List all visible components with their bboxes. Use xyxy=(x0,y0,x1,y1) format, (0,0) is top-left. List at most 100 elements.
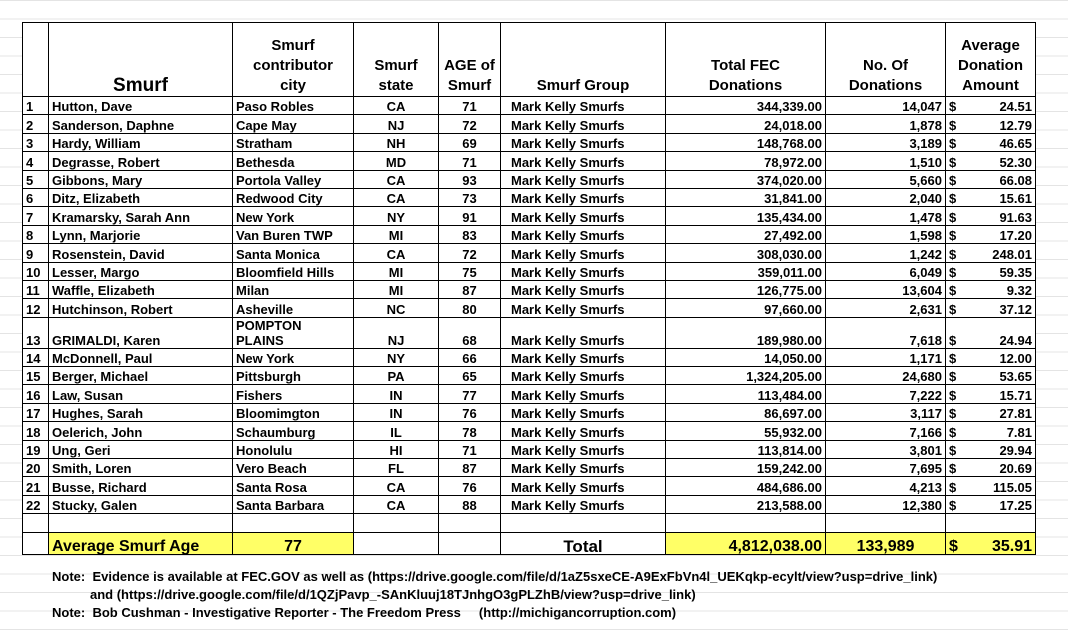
currency: $ xyxy=(949,387,957,403)
average-cell: $12.79 xyxy=(949,118,1032,132)
cell: MI xyxy=(353,261,439,281)
cell-line: POMPTON xyxy=(236,317,302,333)
currency: $ xyxy=(949,154,957,170)
cell: 2,631 xyxy=(825,298,946,318)
cell: Mark Kelly Smurfs xyxy=(500,439,666,460)
average: 12.00 xyxy=(999,351,1032,367)
cell: 113,484.00 xyxy=(665,384,826,404)
cell: 93 xyxy=(438,169,501,189)
cell: Honolulu xyxy=(232,439,354,460)
cell: CA xyxy=(353,243,439,263)
average: 9.32 xyxy=(1006,283,1032,299)
cell: Redwood City xyxy=(232,187,354,208)
cell: Mark Kelly Smurfs xyxy=(500,476,666,496)
average-cell: $24.51 xyxy=(949,99,1032,115)
cell-line: contributor xyxy=(253,57,333,74)
currency: $ xyxy=(949,443,957,459)
average: 115.05 xyxy=(992,479,1032,495)
cell: 7,695 xyxy=(825,458,946,478)
currency: $ xyxy=(949,498,957,514)
data-row: 3 Hardy, William Stratham NH 69 Mark Kelly Sm… xyxy=(22,132,1036,153)
data-row: 15 Berger, Michael Pittsburgh PA 65 Mark Kell… xyxy=(22,366,1036,386)
cell: $15.71 xyxy=(945,384,1036,404)
average: 35.91 xyxy=(991,537,1032,555)
cell-line: Total FEC xyxy=(711,57,780,74)
cell xyxy=(825,513,946,533)
cell: Mark Kelly Smurfs xyxy=(500,224,666,245)
cell: CA xyxy=(353,494,439,515)
cell: Mark Kelly Smurfs xyxy=(500,114,666,134)
cell: 1,598 xyxy=(825,224,946,245)
header-cell: Total FEC Donations xyxy=(665,22,826,97)
cell: 77 xyxy=(438,384,501,404)
cell: FL xyxy=(353,458,439,478)
data-row: 13 GRIMALDI, Karen POMPTON PLAINS NJ 68 Mark K… xyxy=(22,316,1036,349)
header-cell: AGE of Smurf xyxy=(438,22,501,97)
average: 248.01 xyxy=(992,246,1032,262)
currency: $ xyxy=(949,136,957,152)
cell: $17.25 xyxy=(945,494,1036,515)
cell: Sanderson, Daphne xyxy=(48,114,233,134)
cell: Mark Kelly Smurfs xyxy=(500,316,666,349)
cell: 484,686.00 xyxy=(665,476,826,496)
cell: 1,878 xyxy=(825,114,946,134)
cell: 14,050.00 xyxy=(665,347,826,368)
average: 24.94 xyxy=(999,332,1032,348)
average: 91.63 xyxy=(999,209,1032,225)
cell: 3,801 xyxy=(825,439,946,460)
footer-cell: 133,989 xyxy=(825,531,946,555)
cell xyxy=(945,513,1036,533)
note: and (https://drive.google.com/file/d/1QZ… xyxy=(90,587,696,602)
cell: Mark Kelly Smurfs xyxy=(500,347,666,368)
cell xyxy=(22,531,49,555)
cell xyxy=(438,531,501,555)
average-cell: $59.35 xyxy=(949,265,1032,279)
cell: 5,660 xyxy=(825,169,946,189)
cell: CA xyxy=(353,95,439,116)
average-cell: $15.71 xyxy=(949,387,1032,403)
data-row: 12 Hutchinson, Robert Asheville NC 80 Mark Ke… xyxy=(22,298,1036,318)
data-row: 2 Sanderson, Daphne Cape May NJ 72 Mark Kelly… xyxy=(22,114,1036,134)
cell: 15 xyxy=(22,366,49,386)
cell: 6 xyxy=(22,187,49,208)
currency: $ xyxy=(949,191,957,207)
cell: 148,768.00 xyxy=(665,132,826,153)
data-row: 5 Gibbons, Mary Portola Valley CA 93 Mark Kel… xyxy=(22,169,1036,189)
cell: Santa Monica xyxy=(232,243,354,263)
header-cell: Smurf state xyxy=(353,22,439,97)
cell: 78 xyxy=(438,421,501,441)
cell: $53.65 xyxy=(945,366,1036,386)
cell: New York xyxy=(232,347,354,368)
cell-line: state xyxy=(378,77,414,94)
cell xyxy=(438,513,501,533)
cell: Waffle, Elizabeth xyxy=(48,279,233,300)
cell: Ung, Geri xyxy=(48,439,233,460)
data-row: 7 Kramarsky, Sarah Ann New York NY 91 Mark Ke… xyxy=(22,206,1036,226)
cell: Oelerich, John xyxy=(48,421,233,441)
currency: $ xyxy=(949,332,957,348)
cell-line: No. Of xyxy=(863,57,908,74)
header-cell: No. Of Donations xyxy=(825,22,946,97)
average: 66.08 xyxy=(999,172,1032,188)
data-row: 4 Degrasse, Robert Bethesda MD 71 Mark Kelly … xyxy=(22,151,1036,171)
cell: 7,222 xyxy=(825,384,946,404)
cell: 4,213 xyxy=(825,476,946,496)
header-cell: Average Donation Amount xyxy=(945,22,1036,97)
cell: $24.94 xyxy=(945,316,1036,349)
average-cell: $115.05 xyxy=(949,479,1032,495)
cell: $59.35 xyxy=(945,261,1036,281)
cell: Mark Kelly Smurfs xyxy=(500,243,666,263)
currency: $ xyxy=(949,461,957,477)
currency: $ xyxy=(949,351,957,367)
cell: 76 xyxy=(438,476,501,496)
cell: 24,018.00 xyxy=(665,114,826,134)
cell: 189,980.00 xyxy=(665,316,826,349)
average-cell: $24.94 xyxy=(949,333,1032,348)
cell: 73 xyxy=(438,187,501,208)
currency: $ xyxy=(949,424,957,440)
cell: Hutchinson, Robert xyxy=(48,298,233,318)
cell: NJ xyxy=(353,316,439,349)
cell: 308,030.00 xyxy=(665,243,826,263)
cell: NC xyxy=(353,298,439,318)
average: 24.51 xyxy=(999,99,1032,115)
